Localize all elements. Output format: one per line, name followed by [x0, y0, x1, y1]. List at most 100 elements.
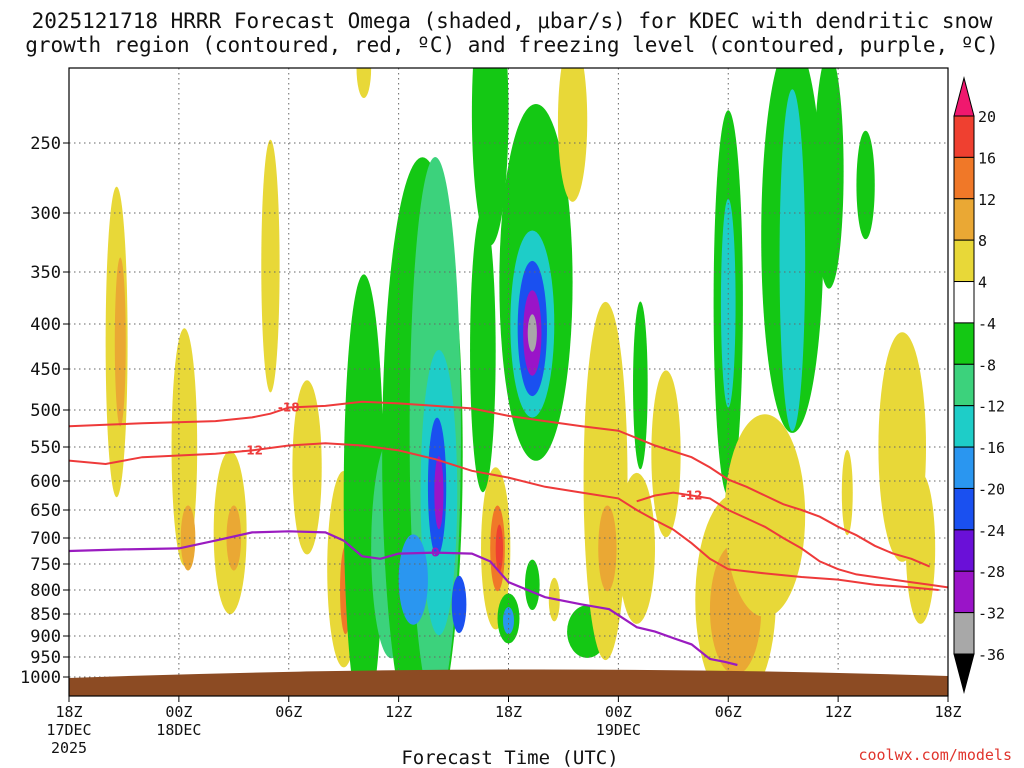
colorbar-label-11: -28: [978, 563, 1005, 581]
colorbar-box-3: [953, 239, 975, 283]
omega-region-29: [527, 314, 537, 352]
colorbar-label-10: -24: [978, 522, 1005, 540]
y-tick-label-1: 300: [30, 204, 61, 224]
y-tick-label-13: 900: [30, 627, 61, 647]
omega-region-22: [495, 524, 504, 573]
omega-region-1: [114, 257, 126, 427]
omega-region-46: [724, 414, 806, 617]
y-tick-label-5: 500: [30, 401, 61, 421]
colorbar-box-0: [953, 115, 975, 158]
colorbar-label-1: 16: [978, 149, 996, 167]
omega-region-16: [398, 534, 428, 625]
y-tick-label-9: 700: [30, 529, 61, 549]
omega-region-50: [856, 130, 875, 240]
colorbar-label-12: -32: [978, 605, 1005, 623]
colorbar-box-11: [953, 570, 975, 614]
colorbar-box-6: [953, 363, 975, 407]
omega-region-3: [180, 505, 196, 571]
chart-title-line-1: 2025121718 HRRR Forecast Omega (shaded, …: [32, 9, 993, 33]
y-tick-label-0: 250: [30, 134, 61, 154]
dgz-contour-label-0: -18: [278, 401, 300, 415]
omega-region-5: [226, 505, 242, 571]
y-tick-label-10: 750: [30, 555, 61, 575]
x-tick-label-1: 00Z: [165, 703, 192, 721]
y-tick-label-12: 850: [30, 605, 61, 625]
omega-region-41: [651, 370, 681, 538]
colorbar-label-9: -20: [978, 480, 1005, 498]
ground-surface: [69, 669, 948, 696]
omega-region-53: [905, 472, 936, 624]
colorbar-label-3: 8: [978, 232, 987, 250]
colorbar-label-13: -36: [978, 646, 1005, 664]
credit-text: coolwx.com/models: [858, 746, 1012, 764]
x-tick-label-4: 18Z: [495, 703, 522, 721]
y-tick-label-7: 600: [30, 472, 61, 492]
contour-lines: -18 -12 -12 0: [69, 400, 948, 667]
colorbar: 20 16 12 8 4 -4 -8 -12 -16 -20 -24 -28 -32 -36: [953, 76, 1005, 694]
colorbar-top-triangle: [953, 76, 975, 117]
y-tick-label-4: 450: [30, 360, 61, 380]
x-tick-label-0: 18Z: [55, 703, 82, 721]
freezing-level-line: [69, 530, 738, 667]
y-tick-label-11: 800: [30, 581, 61, 601]
colorbar-label-7: -12: [978, 398, 1005, 416]
chart-title-line-2: growth region (contoured, red, ºC) and f…: [25, 33, 999, 57]
colorbar-label-8: -16: [978, 439, 1005, 457]
colorbar-bottom-triangle: [953, 653, 975, 694]
omega-region-38: [598, 505, 617, 592]
dgz-contour-label-2: -12: [681, 489, 703, 503]
dgz-contour-1: [69, 442, 939, 591]
omega-region-39: [618, 472, 655, 624]
colorbar-label-5: -4: [978, 315, 996, 333]
dgz-contour-0: [69, 400, 931, 568]
omega-region-51: [841, 449, 853, 536]
colorbar-box-2: [953, 198, 975, 241]
colorbar-label-0: 20: [978, 108, 996, 126]
colorbar-label-2: 12: [978, 191, 996, 209]
colorbar-box-5: [953, 322, 975, 365]
colorbar-box-4: [953, 281, 975, 324]
x-tick-label-6: 06Z: [715, 703, 742, 721]
omega-region-49: [814, 68, 844, 289]
colorbar-label-4: 4: [978, 274, 987, 292]
colorbar-box-9: [953, 487, 975, 531]
omega-region-7: [292, 380, 322, 555]
omega-region-6: [261, 139, 280, 393]
omega-region-23: [471, 68, 509, 246]
x-tick-date-0: 17DEC: [46, 721, 91, 739]
omega-region-32: [524, 559, 540, 610]
omega-region-36: [557, 68, 588, 202]
omega-region-10: [356, 68, 372, 98]
x-tick-label-2: 06Z: [275, 703, 302, 721]
omega-region-24: [470, 209, 496, 493]
y-tick-label-6: 550: [30, 438, 61, 458]
x-tick-label-8: 18Z: [934, 703, 961, 721]
x-tick-label-7: 12Z: [825, 703, 852, 721]
colorbar-box-1: [953, 156, 975, 200]
x-tick-label-3: 12Z: [385, 703, 412, 721]
omega-shading: [105, 68, 936, 696]
omega-region-37: [583, 301, 628, 661]
omega-region-19: [451, 575, 467, 634]
y-tick-label-3: 400: [30, 315, 61, 335]
dgz-contour-2: [636, 491, 948, 589]
x-tick-label-5: 00Z: [605, 703, 632, 721]
omega-region-31: [503, 607, 514, 635]
x-tick-year-0: 2025: [51, 739, 87, 757]
y-tick-label-15: 1000: [20, 668, 61, 688]
y-axis-ticks: 250 300 350 400 450 500 550 600 650 700 750 800 8509…: [20, 134, 69, 688]
omega-region-48: [779, 89, 806, 432]
freezing-level-label: 0: [431, 546, 439, 560]
omega-region-40: [633, 301, 648, 470]
y-tick-label-8: 650: [30, 501, 61, 521]
ground-fill: [69, 669, 948, 696]
colorbar-box-10: [953, 529, 975, 572]
colorbar-label-6: -8: [978, 356, 996, 374]
x-tick-date-5: 19DEC: [596, 721, 641, 739]
y-tick-label-2: 350: [30, 263, 61, 283]
colorbar-box-8: [953, 446, 975, 489]
x-tick-date-1: 18DEC: [156, 721, 201, 739]
colorbar-box-7: [953, 405, 975, 448]
